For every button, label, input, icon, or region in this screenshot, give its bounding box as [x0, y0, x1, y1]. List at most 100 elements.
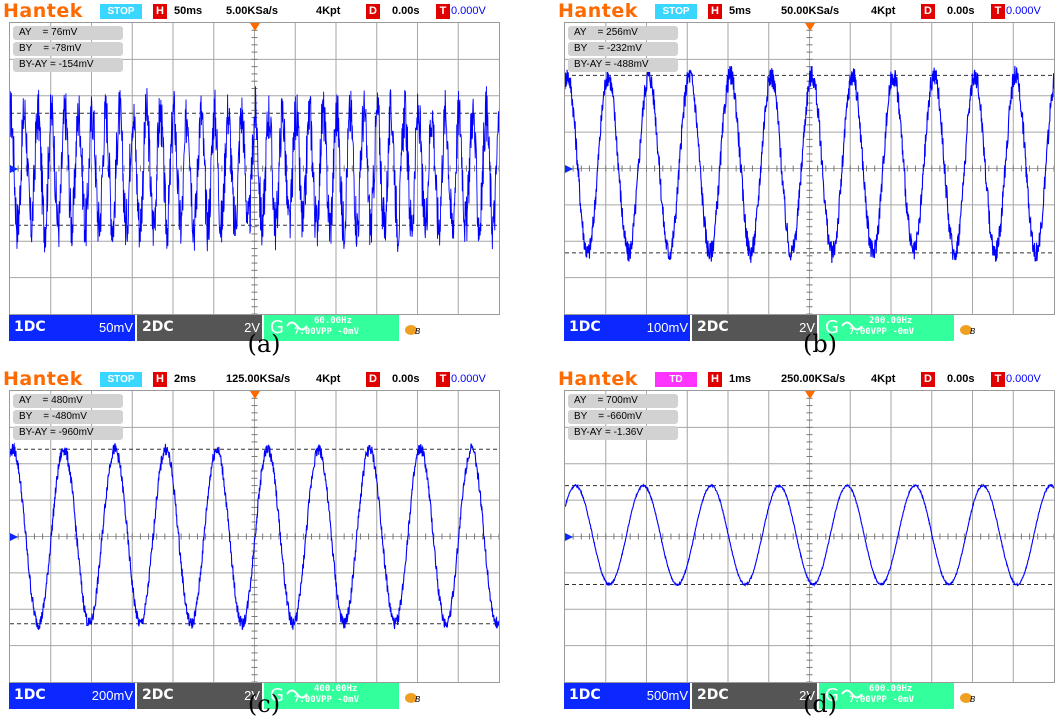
timebase-value: 1ms: [729, 373, 752, 385]
horizontal-badge: H: [153, 372, 167, 387]
run-state-button[interactable]: STOP: [100, 372, 142, 387]
ch2-status-button[interactable]: 2DC 2V: [137, 315, 262, 341]
cursor-readout-ay: AY = 700mV: [568, 394, 678, 408]
usb-device-icon: B: [960, 691, 976, 709]
memory-depth-value: 4Kpt: [871, 373, 896, 385]
channel-info-bar: 1DC 200mV 2DC 2V G 400.00Hz 7.00VPP -0mV B: [9, 683, 500, 709]
delay-badge: D: [921, 372, 935, 387]
sine-wave-icon: [841, 686, 863, 704]
grid-and-trace: [565, 391, 1054, 682]
delay-value: 0.00s: [392, 5, 420, 17]
trigger-badge: T: [436, 4, 450, 19]
cursor-readout-by: BY = -232mV: [568, 42, 678, 56]
grid-and-trace: [10, 23, 499, 314]
figure-caption-4: (d): [802, 690, 838, 718]
svg-text:B: B: [415, 695, 421, 704]
status-bar: Hantek STOP H 50ms 5.00KSa/s 4Kpt D 0.00s T 0.000…: [0, 0, 500, 22]
ch2-status-button[interactable]: 2DC 2V: [137, 683, 262, 709]
cursor-readout-diff: BY-AY = -154mV: [13, 58, 123, 72]
brand-logo: Hantek: [558, 0, 638, 22]
ch1-waveform-trace: [10, 86, 499, 253]
horizontal-badge: H: [708, 372, 722, 387]
ch2-status-button[interactable]: 2DC 2V: [692, 315, 817, 341]
memory-depth-value: 4Kpt: [316, 373, 341, 385]
cursor-readout-by: BY = -78mV: [13, 42, 123, 56]
ch1-name: 1DC: [14, 319, 46, 335]
ch2-name: 2DC: [697, 319, 729, 335]
cursor-readout-ay: AY = 76mV: [13, 26, 123, 40]
generator-amplitude: 7.00VPP -0mV: [849, 327, 915, 337]
sample-rate-value: 5.00KSa/s: [226, 5, 278, 17]
trigger-position-marker[interactable]: [804, 391, 815, 399]
grid-and-trace: [10, 391, 499, 682]
ch1-status-button[interactable]: 1DC 500mV: [564, 683, 690, 709]
ch1-scale: 100mV: [646, 320, 688, 335]
brand-logo: Hantek: [3, 0, 83, 22]
run-state-button[interactable]: STOP: [655, 4, 697, 19]
ch2-name: 2DC: [697, 687, 729, 703]
memory-depth-value: 4Kpt: [316, 5, 341, 17]
generator-frequency: 600.00Hz: [869, 684, 913, 694]
timebase-value: 50ms: [174, 5, 203, 17]
ch1-scale: 200mV: [91, 688, 133, 703]
signal-generator-status[interactable]: G 600.00Hz 7.00VPP -0mV: [819, 683, 954, 709]
run-state-button[interactable]: TD: [655, 372, 697, 387]
status-bar: Hantek TD H 1ms 250.00KSa/s 4Kpt D 0.00s T 0.000V: [555, 368, 1055, 390]
delay-value: 0.00s: [947, 373, 975, 385]
ch1-scale: 50mV: [99, 320, 133, 335]
generator-frequency: 200.00Hz: [869, 316, 913, 326]
generator-letter: G: [825, 317, 839, 338]
signal-generator-status[interactable]: G 60.00Hz 7.00VPP -0mV: [264, 315, 399, 341]
sample-rate-value: 125.00KSa/s: [226, 373, 291, 385]
delay-badge: D: [366, 372, 380, 387]
scope-panel-2: Hantek STOP H 5ms 50.00KSa/s 4Kpt D 0.00s T 0.000…: [555, 0, 1055, 345]
ch1-status-button[interactable]: 1DC 100mV: [564, 315, 690, 341]
cursor-readout-diff: BY-AY = -1.36V: [568, 426, 678, 440]
channel-info-bar: 1DC 500mV 2DC 2V G 600.00Hz 7.00VPP -0mV B: [564, 683, 1055, 709]
generator-letter: G: [270, 685, 284, 706]
cursor-readout-diff: BY-AY = -960mV: [13, 426, 123, 440]
horizontal-badge: H: [708, 4, 722, 19]
waveform-display[interactable]: AY = 480mV BY = -480mV BY-AY = -960mV: [9, 390, 500, 683]
ch2-status-button[interactable]: 2DC 2V: [692, 683, 817, 709]
trigger-position-marker[interactable]: [804, 23, 815, 31]
svg-text:B: B: [970, 695, 976, 704]
channel-info-bar: 1DC 100mV 2DC 2V G 200.00Hz 7.00VPP -0mV B: [564, 315, 1055, 341]
ch2-scale: 2V: [799, 320, 815, 335]
trigger-position-marker[interactable]: [249, 391, 260, 399]
memory-depth-value: 4Kpt: [871, 5, 896, 17]
ch1-ground-marker-icon[interactable]: [565, 164, 573, 173]
sample-rate-value: 250.00KSa/s: [781, 373, 846, 385]
waveform-display[interactable]: AY = 76mV BY = -78mV BY-AY = -154mV: [9, 22, 500, 315]
generator-letter: G: [270, 317, 284, 338]
signal-generator-status[interactable]: G 200.00Hz 7.00VPP -0mV: [819, 315, 954, 341]
ch2-scale: 2V: [244, 320, 260, 335]
ch2-scale: 2V: [799, 688, 815, 703]
generator-letter: G: [825, 685, 839, 706]
signal-generator-status[interactable]: G 400.00Hz 7.00VPP -0mV: [264, 683, 399, 709]
ch1-name: 1DC: [14, 687, 46, 703]
waveform-display[interactable]: AY = 700mV BY = -660mV BY-AY = -1.36V: [564, 390, 1055, 683]
ch1-ground-marker-icon[interactable]: [10, 532, 18, 541]
svg-text:B: B: [415, 327, 421, 336]
delay-value: 0.00s: [947, 5, 975, 17]
timebase-value: 5ms: [729, 5, 752, 17]
sine-wave-icon: [841, 318, 863, 336]
trigger-position-marker[interactable]: [249, 23, 260, 31]
trigger-badge: T: [991, 4, 1005, 19]
ch1-waveform-trace: [565, 483, 1054, 587]
run-state-button[interactable]: STOP: [100, 4, 142, 19]
ch1-status-button[interactable]: 1DC 200mV: [9, 683, 135, 709]
ch1-ground-marker-icon[interactable]: [565, 532, 573, 541]
trigger-level-value: 0.000V: [451, 373, 486, 385]
channel-info-bar: 1DC 50mV 2DC 2V G 60.00Hz 7.00VPP -0mV B: [9, 315, 500, 341]
ch1-status-button[interactable]: 1DC 50mV: [9, 315, 135, 341]
svg-text:B: B: [970, 327, 976, 336]
figure-caption-1: (a): [247, 330, 281, 358]
generator-amplitude: 7.00VPP -0mV: [849, 695, 915, 705]
usb-device-icon: B: [405, 323, 421, 341]
scope-panel-3: Hantek STOP H 2ms 125.00KSa/s 4Kpt D 0.00s T 0.00…: [0, 368, 500, 713]
ch1-ground-marker-icon[interactable]: [10, 164, 18, 173]
cursor-readout-ay: AY = 480mV: [13, 394, 123, 408]
waveform-display[interactable]: AY = 256mV BY = -232mV BY-AY = -488mV: [564, 22, 1055, 315]
